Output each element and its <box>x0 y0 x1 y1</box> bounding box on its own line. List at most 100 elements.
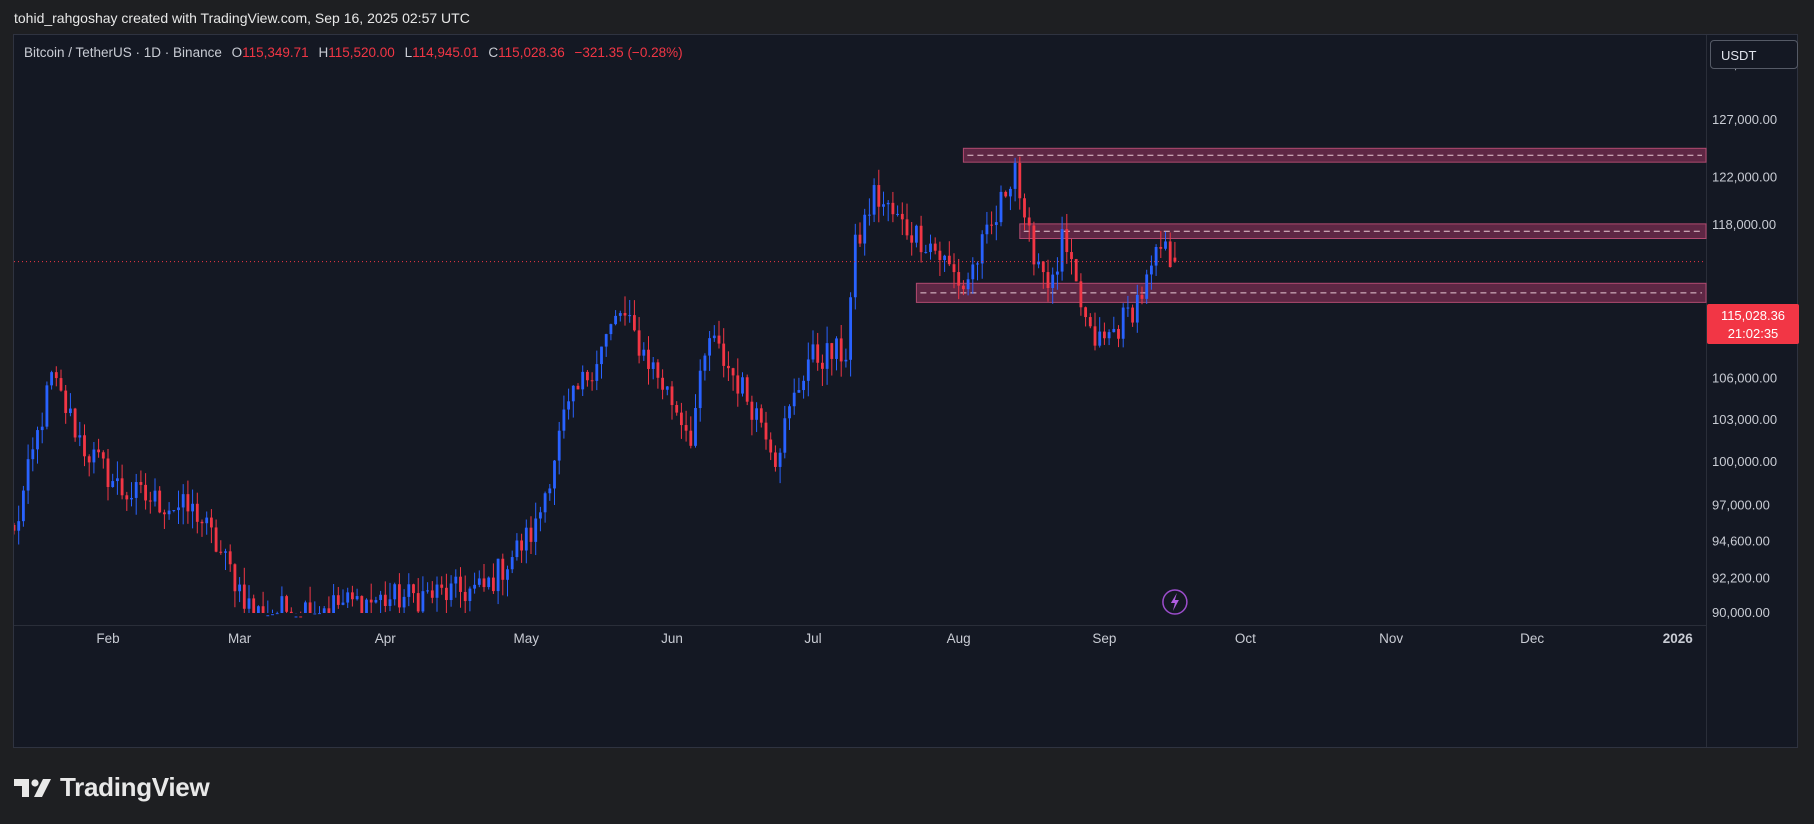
tradingview-logo-icon <box>14 778 51 797</box>
zone-box <box>962 147 1707 163</box>
footer-logo[interactable]: TradingView <box>14 772 210 803</box>
candle-body <box>891 202 895 215</box>
candle-body <box>679 412 683 426</box>
candle-body <box>115 478 119 482</box>
x-tick-label: 2026 <box>1663 631 1694 646</box>
candle-body <box>543 493 547 513</box>
candle-body <box>130 497 133 500</box>
candle-body <box>1107 332 1111 339</box>
candle-body <box>355 596 359 600</box>
candle-body <box>571 385 575 402</box>
candle-body <box>632 315 636 331</box>
candle-body <box>64 390 68 414</box>
candle-body <box>21 490 25 522</box>
symbol-label[interactable]: Bitcoin / TetherUS · 1D · Binance <box>24 45 222 60</box>
y-tick-label: 127,000.00 <box>1712 112 1777 127</box>
candle-body <box>1149 265 1153 275</box>
candle-body <box>214 527 218 552</box>
candle-body <box>50 372 54 386</box>
candle-body <box>886 202 890 205</box>
candle-body <box>877 185 881 207</box>
candle-body <box>562 409 566 431</box>
candle-body <box>449 583 453 601</box>
y-tick-label: 94,600.00 <box>1712 534 1770 549</box>
candle-body <box>341 602 345 605</box>
candle-body <box>374 600 378 603</box>
candle-body <box>92 449 96 463</box>
candle-body <box>1065 229 1069 253</box>
candle-body <box>440 584 444 588</box>
candle-body <box>966 279 970 290</box>
candle-body <box>1102 331 1106 339</box>
candle-body <box>961 285 965 290</box>
candle-body <box>755 408 759 420</box>
candle-body <box>191 503 195 512</box>
candle-body <box>661 377 665 390</box>
candle-body <box>336 595 340 605</box>
candle-body <box>256 606 260 613</box>
y-tick-label: 100,000.00 <box>1712 454 1777 469</box>
candle-body <box>722 343 726 366</box>
candle-body <box>896 213 900 215</box>
candle-body <box>83 435 86 457</box>
high-label: H <box>318 45 329 60</box>
candle-body <box>1168 241 1172 268</box>
candle-body <box>1079 281 1083 308</box>
candle-body <box>1112 328 1116 333</box>
candle-body <box>853 234 857 298</box>
candle-body <box>844 359 848 362</box>
candle-body <box>952 264 956 273</box>
candle-body <box>980 234 984 264</box>
candle-body <box>1041 261 1045 273</box>
x-tick-label: Apr <box>375 631 397 646</box>
candle-body <box>332 595 336 613</box>
candle-body <box>910 235 914 243</box>
candle-body <box>271 614 274 616</box>
candle-body <box>609 324 613 335</box>
attribution-text: tohid_rahgoshay created with TradingView… <box>14 10 470 26</box>
x-tick-label: Oct <box>1235 631 1256 646</box>
candle-body <box>520 540 524 551</box>
candle-body <box>924 252 928 254</box>
high-value: 115,520.00 <box>328 45 395 60</box>
chart-panel[interactable]: 132,000.00127,000.00122,000.00118,000.00… <box>13 34 1799 748</box>
candle-body <box>990 224 994 226</box>
candle-body <box>252 598 256 613</box>
currency-button[interactable]: USDT <box>1710 40 1798 69</box>
candle-body <box>914 225 918 243</box>
candle-body <box>1098 331 1102 346</box>
candlestick-chart[interactable]: 132,000.00127,000.00122,000.00118,000.00… <box>14 35 1797 747</box>
event-marker-icon <box>1162 589 1188 615</box>
candle-body <box>233 564 237 592</box>
candle-body <box>1027 217 1031 226</box>
change-value: −321.35 (−0.28%) <box>574 45 683 60</box>
candle-body <box>741 377 744 394</box>
candle-body <box>882 204 885 207</box>
candle-body <box>181 494 185 508</box>
candle-body <box>209 517 213 528</box>
candle-body <box>534 518 538 542</box>
candle-body <box>294 616 298 618</box>
candle-body <box>40 426 44 431</box>
candle-body <box>858 234 862 244</box>
candle-body <box>947 255 951 265</box>
candle-body <box>553 460 556 489</box>
candle-body <box>703 355 707 371</box>
candle-body <box>1004 191 1008 197</box>
candle-body <box>134 482 138 498</box>
candle-body <box>360 596 364 613</box>
candle-body <box>1126 307 1130 309</box>
candle-body <box>1159 246 1163 249</box>
candle-body <box>590 380 594 382</box>
x-tick-label: Jul <box>804 631 821 646</box>
candle-body <box>976 263 979 265</box>
candle-body <box>1008 188 1012 197</box>
candle-body <box>426 590 430 592</box>
candle-body <box>1037 261 1041 265</box>
candle-body <box>59 378 63 391</box>
candle-body <box>1121 307 1125 339</box>
candle-body <box>811 344 815 360</box>
candle-body <box>242 584 246 609</box>
candle-body <box>642 349 646 356</box>
candle-body <box>548 488 552 494</box>
